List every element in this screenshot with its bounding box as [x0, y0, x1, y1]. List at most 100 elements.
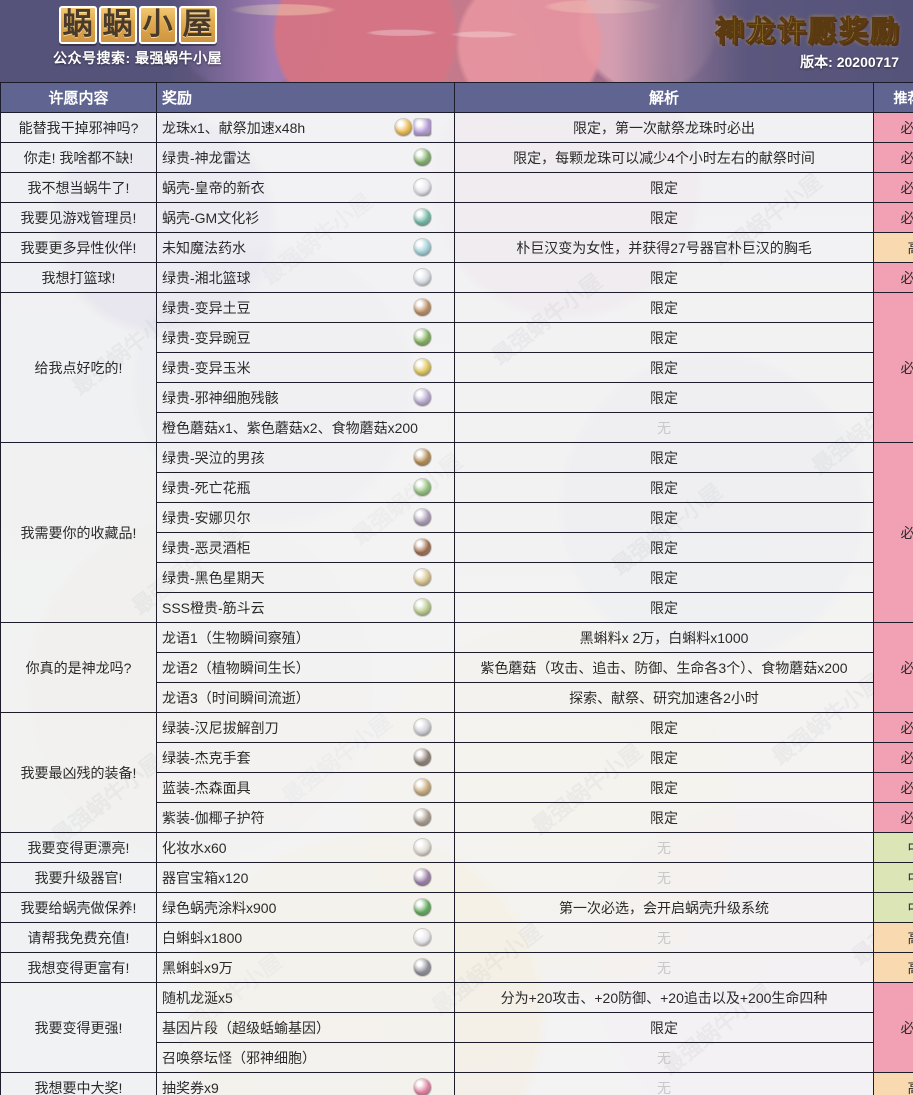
reward-cell: 绿色蜗壳涂料x900 [156, 892, 455, 923]
detail-cell: 限定 [454, 292, 874, 323]
reward-text: 器官宝箱x120 [162, 869, 249, 886]
wish-cell: 我要更多异性伙伴! [0, 232, 157, 263]
reward-icons [414, 359, 449, 376]
reward-cell: 绿贵-黑色星期天 [156, 562, 455, 593]
reward-cell: 绿装-杰克手套 [156, 742, 455, 773]
table-row: 绿贵-邪神细胞残骸 限定 [1, 382, 913, 413]
reward-line: 化妆水x60 [162, 838, 449, 858]
reward-cell: 召唤祭坛怪（邪神细胞） [156, 1042, 455, 1073]
reward-cell: 黑蝌蚪x9万 [156, 952, 455, 983]
table-row: 橙色蘑菇x1、紫色蘑菇x2、食物蘑菇x200 无 [1, 412, 913, 443]
reward-item-icon [414, 959, 431, 976]
reward-line: 绿贵-湘北篮球 [162, 268, 449, 288]
reward-cell: 紫装-伽椰子护符 [156, 802, 455, 833]
detail-cell: 分为+20攻击、+20防御、+20追击以及+200生命四种 [454, 982, 874, 1013]
page-banner: 蜗 蜗 小 屋 公众号搜索: 最强蜗牛小屋 神龙许愿奖励 版本: 2020071… [0, 0, 913, 82]
table-row: 紫装-伽椰子护符 限定必选 [1, 802, 913, 833]
table-row: 能替我干掉邪神吗? 龙珠x1、献祭加速x48h 限定，第一次献祭龙珠时必出必选 [0, 112, 913, 143]
recommendation-badge: 高 [873, 232, 913, 263]
reward-cell: 绿贵-变异玉米 [156, 352, 455, 383]
reward-line: 蜗壳-GM文化衫 [162, 208, 449, 228]
detail-cell: 限定 [454, 532, 874, 563]
reward-text: 绿贵-哭泣的男孩 [162, 449, 265, 466]
detail-cell: 无 [454, 412, 874, 443]
table-row: 召唤祭坛怪（邪神细胞） 无 [1, 1042, 913, 1073]
reward-line: 橙色蘑菇x1、紫色蘑菇x2、食物蘑菇x200 [162, 418, 449, 438]
reward-cell: 绿贵-变异豌豆 [156, 322, 455, 353]
reward-line: SSS橙贵-筋斗云 [162, 598, 449, 618]
reward-icons [414, 779, 449, 796]
table-row: 我要最凶残的装备!绿装-汉尼拔解剖刀限定必选 [0, 712, 913, 833]
table-row: 绿贵-死亡花瓶 限定 [1, 472, 913, 503]
reward-item-icon [414, 299, 431, 316]
table-row: 基因片段（超级蛞蝓基因） 限定 [1, 1012, 913, 1043]
reward-text: 召唤祭坛怪（邪神细胞） [162, 1049, 316, 1066]
detail-cell: 限定 [454, 472, 874, 503]
reward-icons [414, 389, 449, 406]
detail-cell: 无 [454, 1042, 874, 1073]
column-header-wish: 许愿内容 [0, 82, 157, 113]
reward-line: 绿贵-死亡花瓶 [162, 478, 449, 498]
reward-line: 蜗壳-皇帝的新衣 [162, 178, 449, 198]
reward-icons [414, 749, 449, 766]
reward-item-icon [414, 839, 431, 856]
reward-item-icon [414, 1079, 431, 1095]
reward-icons [414, 479, 449, 496]
reward-icons [414, 899, 449, 916]
recommendation-badge: 中 [873, 892, 913, 923]
reward-line: 绿贵-邪神细胞残骸 [162, 388, 449, 408]
reward-text: 蜗壳-皇帝的新衣 [162, 179, 265, 196]
reward-icons [414, 959, 449, 976]
wish-cell: 你真的是神龙吗? [0, 622, 157, 713]
recommendation-badge: 必选 [873, 982, 913, 1073]
table-row: 我需要你的收藏品!绿贵-哭泣的男孩限定必选 [0, 442, 913, 623]
reward-text: 龙语3（时间瞬间流逝） [162, 689, 310, 706]
recommendation-badge: 必选 [873, 292, 913, 443]
reward-item-icon [414, 719, 431, 736]
table-row: 绿贵-安娜贝尔 限定 [1, 502, 913, 533]
detail-cell: 第一次必选，会开启蜗壳升级系统 [454, 892, 874, 923]
recommendation-badge: 必选 [873, 772, 913, 803]
reward-text: 绿贵-湘北篮球 [162, 269, 251, 286]
reward-item-icon [414, 329, 431, 346]
detail-cell: 朴巨汉变为女性，并获得27号器官朴巨汉的胸毛 [454, 232, 874, 263]
table-row: 我要给蜗壳做保养! 绿色蜗壳涂料x900 第一次必选，会开启蜗壳升级系统中 [0, 892, 913, 923]
reward-icons [414, 929, 449, 946]
detail-cell: 限定，每颗龙珠可以减少4个小时左右的献祭时间 [454, 142, 874, 173]
table-row: 龙语2（植物瞬间生长） 紫色蘑菇（攻击、追击、防御、生命各3个）、食物蘑菇x200 [1, 652, 913, 683]
reward-line: 龙珠x1、献祭加速x48h [162, 118, 449, 138]
reward-cell: 蜗壳-GM文化衫 [156, 202, 455, 233]
recommendation-badge: 必选 [873, 262, 913, 293]
detail-cell: 限定 [454, 1012, 874, 1043]
wish-cell: 我要给蜗壳做保养! [0, 892, 157, 923]
reward-text: 绿贵-安娜贝尔 [162, 509, 251, 526]
reward-icons [414, 329, 449, 346]
reward-text: 绿贵-死亡花瓶 [162, 479, 251, 496]
table-row: 我要更多异性伙伴! 未知魔法药水 朴巨汉变为女性，并获得27号器官朴巨汉的胸毛高 [0, 232, 913, 263]
reward-item-icon [414, 779, 431, 796]
reward-line: 未知魔法药水 [162, 238, 449, 258]
detail-cell: 限定 [454, 802, 874, 833]
recommendation-badge: 必选 [873, 802, 913, 833]
reward-text: 白蝌蚪x1800 [162, 929, 243, 946]
recommendation-badge: 高 [873, 952, 913, 983]
reward-text: 绿贵-变异玉米 [162, 359, 251, 376]
table-row: 我想变得更富有! 黑蝌蚪x9万 无高 [0, 952, 913, 983]
table-row: 你真的是神龙吗? 龙语1（生物瞬间察殖） 黑蝌料x 2万，白蝌料x1000必选 [0, 622, 913, 713]
wish-cell: 我要最凶残的装备! [0, 712, 157, 833]
reward-item-icon [414, 749, 431, 766]
detail-cell: 无 [454, 1072, 874, 1095]
wish-cell: 我要变得更强! [0, 982, 157, 1073]
reward-line: 绿贵-变异玉米 [162, 358, 449, 378]
reward-line: 绿贵-安娜贝尔 [162, 508, 449, 528]
reward-line: 白蝌蚪x1800 [162, 928, 449, 948]
detail-cell: 限定，第一次献祭龙珠时必出 [454, 112, 874, 143]
reward-line: 随机龙涎x5 [162, 988, 449, 1008]
reward-cell: 龙语3（时间瞬间流逝） [156, 682, 455, 713]
reward-cell: 绿装-汉尼拔解剖刀 [156, 712, 455, 743]
reward-item-icon [414, 599, 431, 616]
wish-cell: 你走! 我啥都不缺! [0, 142, 157, 173]
wish-cell: 我要升级器官! [0, 862, 157, 893]
page-title: 神龙许愿奖励 [714, 16, 901, 49]
detail-cell: 限定 [454, 352, 874, 383]
